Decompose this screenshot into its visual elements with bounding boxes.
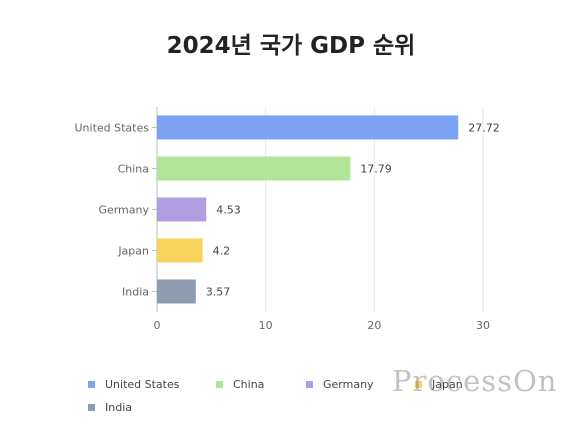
watermark: ProcessOn	[392, 364, 558, 398]
legend-item[interactable]: India	[88, 401, 132, 414]
bar[interactable]	[157, 279, 196, 304]
legend-label: Japan	[432, 378, 463, 391]
grid-lines	[265, 107, 484, 312]
legend-swatch	[216, 381, 223, 388]
bar[interactable]	[157, 238, 203, 263]
legend-label: United States	[105, 378, 180, 391]
legend-item[interactable]: Japan	[415, 378, 463, 391]
legend-item[interactable]: United States	[88, 378, 180, 391]
category-labels: United States China Germany Japan India	[75, 122, 150, 299]
data-label: 17.79	[360, 163, 392, 176]
legend-swatch	[415, 381, 422, 388]
category-label: China	[118, 163, 149, 176]
category-label: Japan	[117, 245, 149, 258]
bars	[157, 115, 459, 304]
category-label: Germany	[98, 204, 149, 217]
legend-item[interactable]: China	[216, 378, 264, 391]
x-tick-labels: 0 10 20 30	[154, 319, 491, 332]
bar[interactable]	[157, 156, 351, 181]
legend-swatch	[306, 381, 313, 388]
x-tick-label: 10	[259, 319, 273, 332]
bar[interactable]	[157, 115, 459, 140]
x-tick-label: 30	[476, 319, 490, 332]
data-labels: 27.72 17.79 4.53 4.2 3.57	[206, 122, 500, 299]
data-label: 4.53	[216, 204, 241, 217]
legend-label: India	[105, 401, 132, 414]
legend-label: China	[233, 378, 265, 391]
bar[interactable]	[157, 197, 207, 222]
chart-title: 2024년 국가 GDP 순위	[166, 33, 416, 59]
legend-label: Germany	[323, 378, 374, 391]
category-label: India	[122, 286, 149, 299]
category-label: United States	[75, 122, 150, 135]
legend-swatch	[88, 381, 95, 388]
legend-swatch	[88, 404, 95, 411]
x-tick-label: 0	[154, 319, 161, 332]
data-label: 27.72	[468, 122, 500, 135]
data-label: 4.2	[213, 245, 231, 258]
y-axis	[152, 107, 158, 312]
legend-item[interactable]: Germany	[306, 378, 374, 391]
x-tick-label: 20	[367, 319, 381, 332]
data-label: 3.57	[206, 286, 231, 299]
